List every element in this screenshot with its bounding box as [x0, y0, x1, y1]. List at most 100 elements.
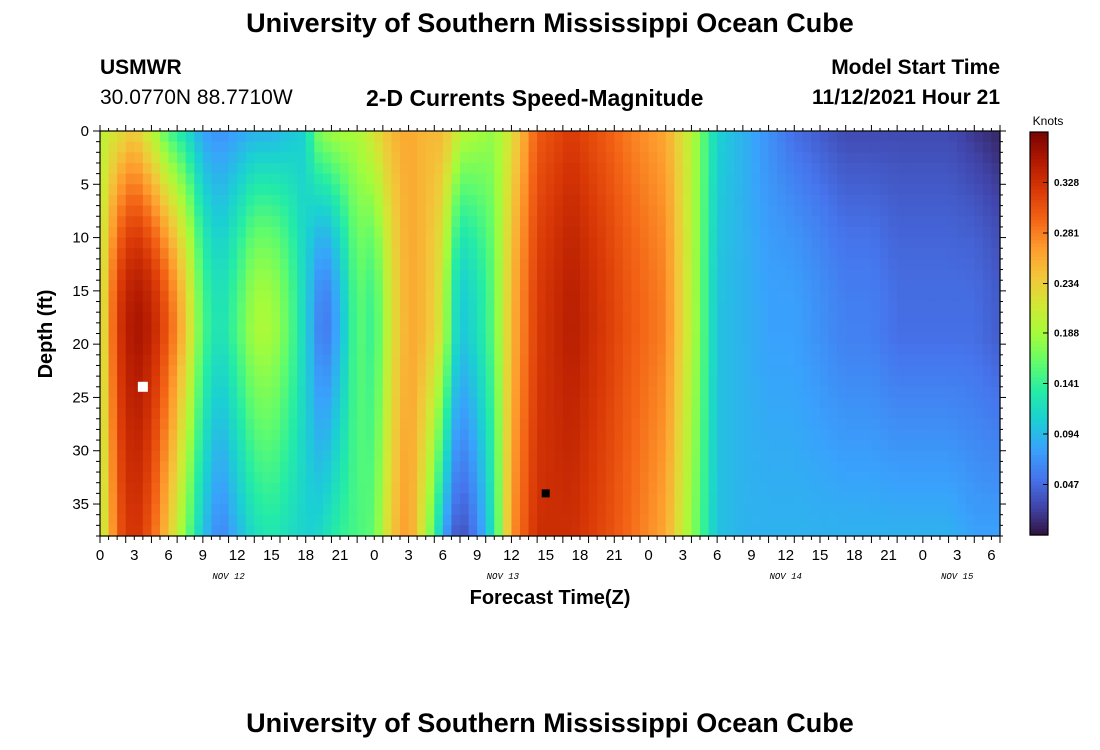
- heatmap-cell: [700, 280, 710, 292]
- heatmap-cell: [434, 162, 444, 175]
- heatmap-cell: [468, 344, 478, 356]
- heatmap-cell: [348, 194, 358, 207]
- heatmap-cell: [348, 205, 358, 217]
- heatmap-cell: [622, 312, 633, 324]
- heatmap-cell: [502, 173, 513, 185]
- heatmap-cell: [957, 354, 967, 367]
- heatmap-cell: [571, 418, 581, 431]
- heatmap-cell: [477, 504, 487, 516]
- heatmap-cell: [537, 354, 547, 367]
- station-coordinates: 30.0770N 88.7710W: [100, 86, 293, 109]
- heatmap-cell: [588, 397, 598, 409]
- colorbar-swatch: [1030, 340, 1048, 345]
- heatmap-cell: [425, 450, 435, 462]
- heatmap-cell: [845, 141, 855, 153]
- heatmap-cell: [888, 386, 898, 399]
- heatmap-cell: [485, 344, 495, 356]
- heatmap-cell: [314, 237, 324, 249]
- heatmap-cell: [528, 418, 538, 431]
- heatmap-cell: [648, 440, 658, 452]
- heatmap-cell: [940, 162, 950, 175]
- heatmap-cell: [365, 141, 375, 153]
- heatmap-cell: [897, 237, 907, 249]
- heatmap-cell: [374, 131, 384, 143]
- heatmap-cell: [597, 184, 607, 196]
- heatmap-cell: [502, 354, 513, 367]
- heatmap-cell: [828, 301, 838, 313]
- heatmap-cell: [871, 290, 881, 303]
- heatmap-cell: [648, 290, 658, 303]
- heatmap-cell: [520, 248, 530, 260]
- heatmap-cell: [588, 525, 598, 537]
- heatmap-cell: [305, 493, 315, 505]
- heatmap-cell: [862, 290, 873, 303]
- heatmap-cell: [991, 376, 1001, 388]
- heatmap-cell: [365, 216, 375, 228]
- heatmap-cell: [785, 504, 795, 516]
- heatmap-cell: [922, 184, 933, 196]
- heatmap-cell: [845, 450, 855, 462]
- heatmap-cell: [348, 312, 358, 324]
- heatmap-cell: [862, 248, 873, 260]
- heatmap-cell: [905, 493, 915, 505]
- heatmap-cell: [108, 184, 118, 196]
- heatmap-cell: [297, 514, 307, 526]
- heatmap-cell: [280, 408, 290, 420]
- max-marker: [137, 381, 148, 392]
- heatmap-cell: [502, 131, 513, 143]
- heatmap-cell: [880, 205, 890, 217]
- heatmap-cell: [768, 237, 778, 249]
- heatmap-cell: [965, 365, 975, 377]
- heatmap-cell: [785, 482, 795, 494]
- heatmap-cell: [614, 141, 624, 153]
- heatmap-cell: [905, 376, 915, 388]
- heatmap-cell: [211, 376, 221, 388]
- heatmap-cell: [605, 525, 615, 537]
- heatmap-cell: [777, 162, 787, 175]
- heatmap-cell: [151, 472, 161, 484]
- heatmap-cell: [802, 514, 813, 526]
- heatmap-cell: [348, 365, 358, 377]
- heatmap-cell: [528, 205, 538, 217]
- heatmap-cell: [682, 525, 693, 537]
- heatmap-cell: [442, 280, 453, 292]
- heatmap-cell: [940, 354, 950, 367]
- heatmap-cell: [734, 450, 744, 462]
- heatmap-cell: [742, 482, 753, 494]
- heatmap-cell: [537, 408, 547, 420]
- heatmap-cell: [742, 472, 753, 484]
- heatmap-cell: [202, 461, 213, 473]
- heatmap-cell: [640, 280, 650, 292]
- heatmap-cell: [854, 493, 864, 505]
- heatmap-cell: [580, 194, 590, 207]
- heatmap-cell: [322, 386, 333, 399]
- heatmap-cell: [331, 376, 341, 388]
- heatmap-cell: [151, 482, 161, 494]
- heatmap-cell: [340, 312, 350, 324]
- heatmap-cell: [931, 514, 941, 526]
- heatmap-cell: [605, 472, 615, 484]
- heatmap-cell: [580, 333, 590, 345]
- heatmap-cell: [931, 141, 941, 153]
- heatmap-cell: [442, 365, 453, 377]
- heatmap-cell: [580, 322, 590, 335]
- heatmap-cell: [151, 141, 161, 153]
- x-tick-label: 0: [919, 547, 927, 564]
- heatmap-cell: [451, 269, 461, 281]
- heatmap-cell: [451, 493, 461, 505]
- heatmap-cell: [862, 312, 873, 324]
- heatmap-cell: [691, 248, 701, 260]
- heatmap-cell: [648, 173, 658, 185]
- heatmap-cell: [151, 162, 161, 175]
- heatmap-cell: [700, 514, 710, 526]
- heatmap-cell: [665, 131, 675, 143]
- heatmap-cell: [871, 504, 881, 516]
- heatmap-cell: [357, 173, 367, 185]
- heatmap-cell: [297, 472, 307, 484]
- heatmap-cell: [511, 205, 521, 217]
- heatmap-cell: [417, 354, 427, 367]
- heatmap-cell: [340, 408, 350, 420]
- heatmap-cell: [322, 493, 333, 505]
- heatmap-cell: [982, 258, 993, 271]
- heatmap-cell: [254, 184, 264, 196]
